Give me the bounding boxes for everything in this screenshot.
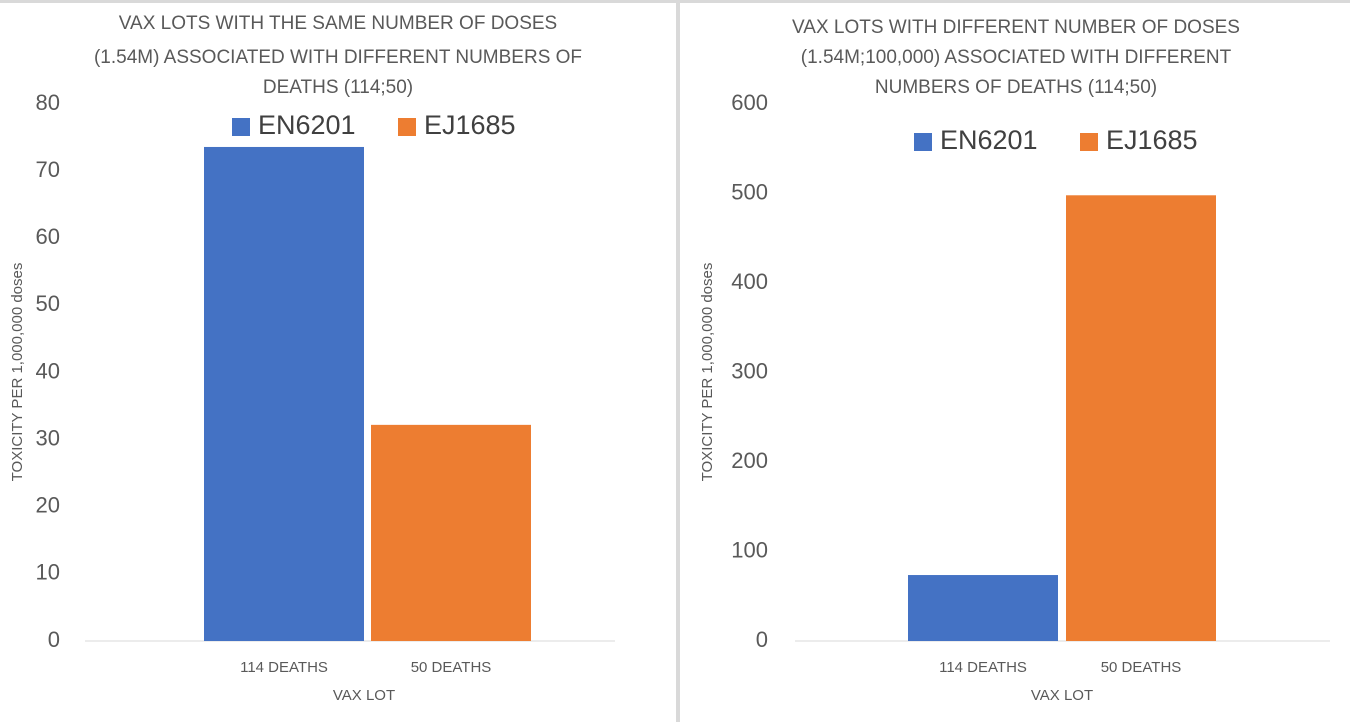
legend-swatch (232, 118, 250, 136)
x-tick-label: 50 DEATHS (1101, 659, 1182, 676)
y-tick-label: 0 (756, 627, 768, 652)
x-tick-label: 114 DEATHS (240, 659, 328, 676)
legend-swatch (1080, 133, 1098, 151)
bar (371, 424, 531, 641)
divider (676, 0, 680, 722)
legend-swatch (914, 133, 932, 151)
y-tick-label: 60 (36, 224, 60, 249)
legend-swatch (398, 118, 416, 136)
y-tick-label: 30 (36, 425, 60, 450)
x-tick-label: 50 DEATHS (411, 659, 492, 676)
bar (204, 146, 364, 641)
y-tick-label: 50 (36, 291, 60, 316)
top-border (0, 0, 1350, 3)
legend-label: EJ1685 (1106, 125, 1198, 155)
legend-label: EJ1685 (424, 110, 516, 140)
y-tick-label: 0 (48, 627, 60, 652)
y-axis-title: TOXICITY PER 1,000,000 doses (9, 263, 26, 482)
chart-title: (1.54M;100,000) ASSOCIATED WITH DIFFEREN… (801, 47, 1232, 68)
bar (1066, 195, 1216, 642)
x-axis-title: VAX LOT (1031, 687, 1093, 704)
y-axis-title: TOXICITY PER 1,000,000 doses (699, 263, 716, 482)
x-tick-label: 114 DEATHS (939, 659, 1027, 676)
y-tick-label: 70 (36, 157, 60, 182)
legend-label: EN6201 (258, 110, 356, 140)
y-tick-label: 100 (731, 537, 768, 562)
chart-title: NUMBERS OF DEATHS (114;50) (875, 77, 1157, 98)
y-tick-label: 600 (731, 90, 768, 115)
y-tick-label: 300 (731, 358, 768, 383)
y-tick-label: 10 (36, 560, 60, 585)
chart-title: (1.54M) ASSOCIATED WITH DIFFERENT NUMBER… (94, 47, 582, 68)
y-tick-label: 20 (36, 493, 60, 518)
chart-title: DEATHS (114;50) (263, 77, 413, 98)
legend-label: EN6201 (940, 125, 1038, 155)
y-tick-label: 80 (36, 90, 60, 115)
bar (908, 575, 1058, 641)
y-tick-label: 40 (36, 358, 60, 383)
chart-title: VAX LOTS WITH THE SAME NUMBER OF DOSES (119, 13, 557, 34)
y-tick-label: 500 (731, 179, 768, 204)
chart-title: VAX LOTS WITH DIFFERENT NUMBER OF DOSES (792, 17, 1240, 38)
y-tick-label: 200 (731, 448, 768, 473)
y-tick-label: 400 (731, 269, 768, 294)
x-axis-title: VAX LOT (333, 687, 395, 704)
